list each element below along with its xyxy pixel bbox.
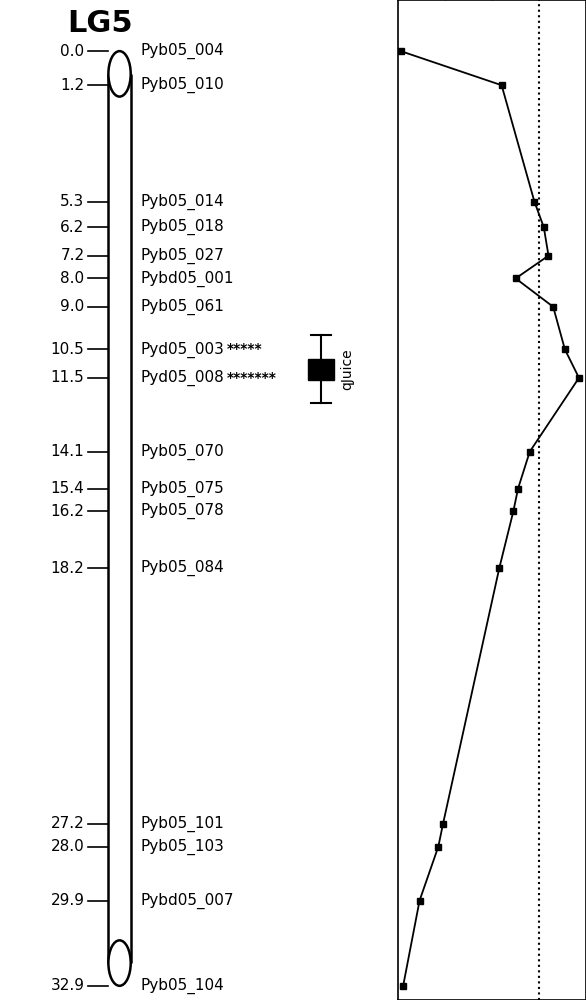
Text: 27.2: 27.2 xyxy=(51,816,84,831)
Text: 10.5: 10.5 xyxy=(51,342,84,357)
Text: Pybd05_007: Pybd05_007 xyxy=(141,892,234,909)
Text: Pyb05_010: Pyb05_010 xyxy=(141,77,224,93)
Text: Pyb05_004: Pyb05_004 xyxy=(141,43,224,59)
Text: Pyb05_078: Pyb05_078 xyxy=(141,503,224,519)
Text: 32.9: 32.9 xyxy=(50,978,84,993)
Bar xyxy=(308,359,333,380)
Text: 14.1: 14.1 xyxy=(51,444,84,459)
Text: 9.0: 9.0 xyxy=(60,299,84,314)
Text: *******: ******* xyxy=(226,371,276,385)
Text: 5.3: 5.3 xyxy=(60,194,84,209)
Text: Pyb05_103: Pyb05_103 xyxy=(141,838,224,855)
Text: Pyb05_101: Pyb05_101 xyxy=(141,816,224,832)
Ellipse shape xyxy=(108,51,131,97)
Text: 7.2: 7.2 xyxy=(60,248,84,263)
Text: 28.0: 28.0 xyxy=(51,839,84,854)
Text: Pyb05_070: Pyb05_070 xyxy=(141,444,224,460)
Text: 8.0: 8.0 xyxy=(60,271,84,286)
Text: Pyd05_003: Pyd05_003 xyxy=(141,341,224,358)
Text: 6.2: 6.2 xyxy=(60,220,84,235)
Text: qJuice: qJuice xyxy=(340,349,355,390)
Text: Pyb05_075: Pyb05_075 xyxy=(141,481,224,497)
Text: Pyb05_018: Pyb05_018 xyxy=(141,219,224,235)
Text: Pyb05_084: Pyb05_084 xyxy=(141,560,224,576)
Ellipse shape xyxy=(108,940,131,986)
Text: Pyd05_008: Pyd05_008 xyxy=(141,370,224,386)
Bar xyxy=(108,74,131,963)
Text: Pyb05_014: Pyb05_014 xyxy=(141,194,224,210)
Text: 18.2: 18.2 xyxy=(51,561,84,576)
Text: LG5: LG5 xyxy=(67,9,132,38)
Text: 16.2: 16.2 xyxy=(50,504,84,519)
Text: 29.9: 29.9 xyxy=(50,893,84,908)
Text: 0.0: 0.0 xyxy=(60,44,84,59)
Text: Pyb05_104: Pyb05_104 xyxy=(141,978,224,994)
Text: 1.2: 1.2 xyxy=(60,78,84,93)
Text: Pyb05_061: Pyb05_061 xyxy=(141,299,224,315)
Text: 11.5: 11.5 xyxy=(51,370,84,385)
Text: Pybd05_001: Pybd05_001 xyxy=(141,270,234,287)
Text: 15.4: 15.4 xyxy=(51,481,84,496)
Text: *****: ***** xyxy=(226,342,262,356)
Text: Pyb05_027: Pyb05_027 xyxy=(141,248,224,264)
